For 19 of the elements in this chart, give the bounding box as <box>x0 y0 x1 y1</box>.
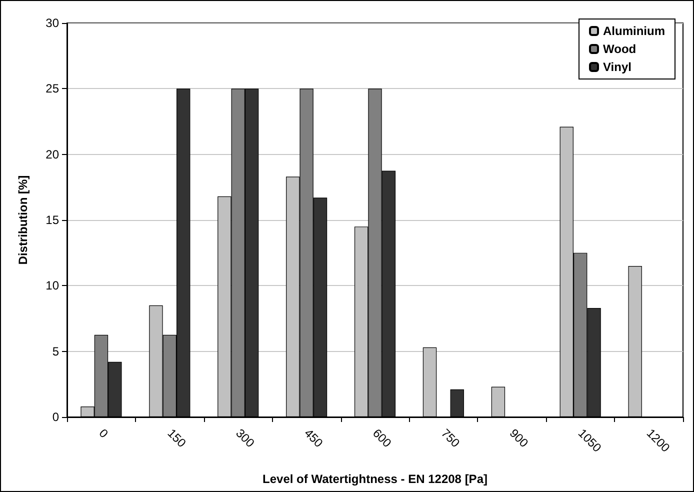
legend-label: Aluminium <box>603 24 665 38</box>
y-tick-label: 5 <box>52 344 60 358</box>
y-tick-label: 20 <box>46 147 60 162</box>
y-tick-label: 30 <box>46 16 60 30</box>
y-tick-label: 15 <box>46 213 60 227</box>
x-axis-title: Level of Watertightness - EN 12208 [Pa] <box>262 472 488 486</box>
y-tick-label: 25 <box>46 82 60 96</box>
y-tick-label: 10 <box>46 278 60 293</box>
x-tick-label: 300 <box>233 426 258 450</box>
legend-label: Vinyl <box>603 60 632 74</box>
x-tick-label: 900 <box>506 426 532 450</box>
y-tick-label: 0 <box>52 410 60 424</box>
x-tick-label: 0 <box>96 426 112 441</box>
x-tick-label: 450 <box>302 426 326 450</box>
y-axis-title: Distribution [%] <box>16 175 30 265</box>
legend-label: Wood <box>603 42 636 56</box>
x-tick-label: 750 <box>438 426 463 450</box>
x-tick-label: 150 <box>164 426 189 450</box>
x-tick-label: 600 <box>370 426 394 450</box>
